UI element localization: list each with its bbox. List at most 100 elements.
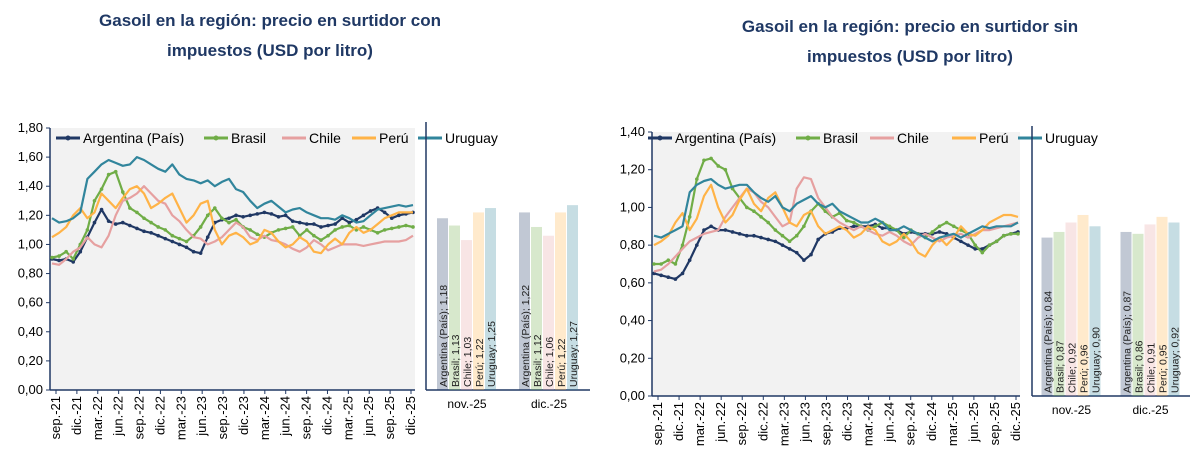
x-tick-label: sep.-23 — [215, 396, 230, 439]
y-tick-label: 0,80 — [18, 266, 43, 281]
series-line-argentina-pa-s- — [653, 223, 1019, 281]
series-point — [135, 226, 139, 231]
bar-chile — [1065, 222, 1077, 396]
series-point — [887, 224, 892, 229]
x-tick-label: dic.-24 — [319, 396, 334, 435]
series-point — [120, 220, 125, 225]
bar-data-label: Chile; 1,06 — [544, 337, 556, 387]
series-point — [787, 239, 792, 244]
series-point — [269, 212, 274, 216]
y-tick-label: 1,20 — [18, 207, 43, 222]
x-tick-label: dic.-23 — [840, 402, 855, 441]
legend-label: Brasil — [823, 130, 858, 146]
series-point — [71, 257, 76, 261]
series-point — [205, 235, 210, 239]
series-point — [184, 245, 189, 250]
series-point — [659, 273, 663, 278]
y-tick-label: 0,60 — [18, 295, 43, 310]
plot-area — [652, 132, 1020, 396]
legend-label: Chile — [897, 130, 929, 146]
series-point — [389, 226, 394, 231]
series-point — [64, 249, 68, 254]
series-point — [99, 187, 104, 191]
series-point — [730, 230, 735, 234]
series-point — [680, 271, 685, 276]
series-point — [382, 228, 387, 232]
bar-data-label: Argentina (País); 1,22 — [520, 285, 532, 387]
series-line-uruguay — [653, 178, 1019, 243]
y-tick-label: 0,00 — [620, 388, 645, 403]
x-tick-label: mar.-22 — [692, 402, 707, 446]
series-point — [248, 228, 252, 232]
series-point — [333, 228, 337, 232]
y-tick-label: 1,20 — [620, 162, 645, 177]
series-line-per- — [653, 183, 1019, 258]
x-tick-label: mar.-25 — [340, 396, 355, 440]
bar-argentina-pa-s- — [1041, 237, 1053, 396]
series-point — [283, 213, 288, 218]
x-tick-label: jun.-22 — [713, 402, 728, 443]
series-point — [930, 230, 935, 234]
y-tick-label: 0,60 — [620, 275, 645, 290]
series-point — [1001, 233, 1006, 238]
bar-group-label: dic.-25 — [1132, 403, 1168, 417]
chart-panel-sin-impuestos: Gasoil en la región: precio en surtidor … — [600, 0, 1200, 455]
x-tick-label: dic.-25 — [403, 396, 418, 435]
series-point — [361, 213, 366, 218]
x-tick-label: dic.-25 — [1008, 402, 1023, 441]
legend-label: Chile — [309, 130, 341, 146]
series-point — [57, 254, 61, 258]
series-point — [987, 243, 992, 247]
x-tick-label: sep.-22 — [132, 396, 147, 439]
series-point — [71, 260, 76, 264]
series-point — [128, 223, 132, 228]
bar-data-label: Chile; 0,92 — [1067, 343, 1079, 393]
y-tick-label: 0,40 — [620, 313, 645, 328]
series-point — [404, 223, 408, 228]
series-point — [780, 243, 785, 247]
x-tick-label: sep.-22 — [734, 402, 749, 445]
bar-data-label: Chile; 1,03 — [462, 337, 474, 387]
series-point — [723, 228, 728, 232]
series-point — [78, 249, 83, 254]
series-point — [340, 225, 345, 229]
series-point — [184, 239, 189, 244]
x-tick-label: mar.-22 — [90, 396, 105, 440]
legend-label: Argentina (País) — [83, 130, 184, 146]
series-point — [276, 214, 281, 219]
series-point — [227, 216, 231, 221]
series-point — [973, 247, 977, 251]
series-point — [937, 224, 942, 229]
bar-data-label: Uruguay; 1,25 — [486, 321, 498, 387]
series-point — [276, 228, 281, 232]
legend-marker — [65, 135, 71, 141]
chart-panel-con-impuestos: Gasoil en la región: precio en surtidor … — [18, 11, 590, 440]
series-point — [255, 212, 260, 216]
series-point — [305, 228, 309, 232]
series-point — [177, 236, 182, 241]
series-point — [852, 220, 856, 225]
series-line-chile — [51, 185, 414, 266]
bar-uruguay — [567, 205, 578, 390]
series-point — [844, 218, 849, 223]
bar-data-label: Perú; 0,95 — [1158, 344, 1170, 393]
series-point — [227, 220, 231, 225]
series-point — [57, 258, 61, 263]
series-point — [1009, 232, 1013, 236]
series-point — [347, 223, 352, 228]
series-line-brasil — [51, 170, 414, 261]
series-point — [652, 271, 656, 276]
series-point — [966, 243, 970, 247]
series-point — [959, 239, 963, 244]
bar-data-label: Argentina (País); 1,18 — [438, 285, 450, 387]
series-point — [816, 237, 820, 242]
legend-marker — [213, 135, 219, 141]
series-point — [809, 252, 813, 257]
series-point — [106, 219, 111, 223]
x-tick-label: jun.-23 — [194, 396, 209, 437]
legend-marker — [805, 135, 811, 141]
series-point — [702, 158, 706, 163]
series-point — [347, 220, 352, 225]
series-point — [170, 233, 175, 238]
series-point — [142, 229, 146, 234]
